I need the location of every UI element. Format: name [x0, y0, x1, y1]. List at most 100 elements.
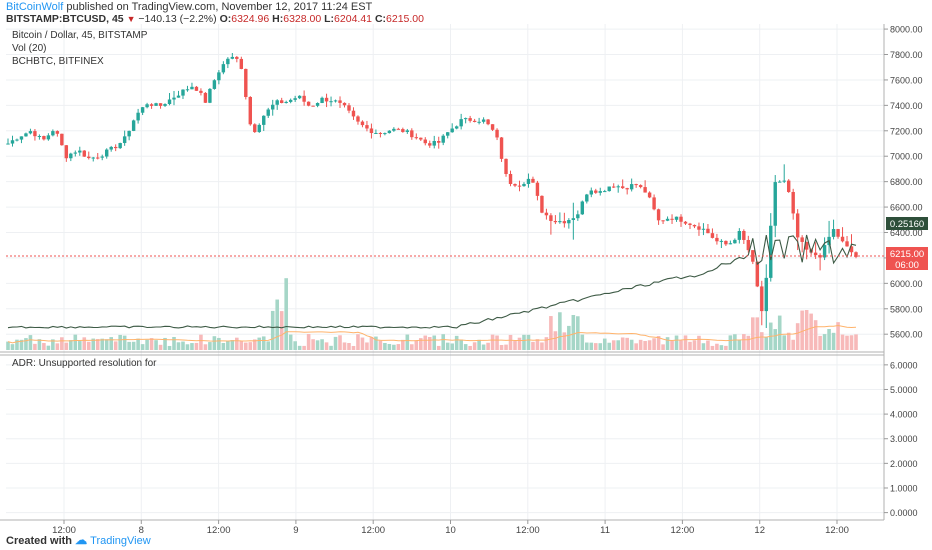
- candle-body: [342, 102, 347, 106]
- volume-bar: [266, 341, 271, 350]
- candle-body: [450, 128, 454, 133]
- candle-body: [786, 180, 791, 192]
- volume-bar: [764, 337, 769, 350]
- candle-body: [288, 99, 293, 102]
- volume-bar: [634, 343, 638, 350]
- volume-bar: [647, 340, 652, 350]
- candle-body: [302, 95, 306, 102]
- volume-bar: [481, 344, 486, 350]
- volume-bar: [122, 335, 127, 350]
- volume-bar: [513, 341, 517, 350]
- volume-bar: [441, 334, 446, 350]
- volume-bar: [51, 339, 55, 350]
- candle-body: [598, 191, 602, 193]
- candle-body: [235, 56, 239, 59]
- overlay-price-label: 0.25160: [890, 219, 924, 230]
- volume-bar: [432, 335, 437, 350]
- volume-bar: [6, 341, 10, 350]
- grid-lines: [6, 24, 884, 520]
- volume-bar: [100, 338, 105, 350]
- adr-tick-label: 0.0000: [890, 508, 918, 518]
- volume-bar: [405, 334, 410, 350]
- footer-brand[interactable]: TradingView: [90, 535, 151, 547]
- candle-body: [715, 237, 719, 242]
- candle-body: [652, 197, 656, 210]
- candle-body: [517, 185, 522, 187]
- volume-bar: [82, 337, 87, 350]
- candle-body: [324, 97, 329, 102]
- candle-body: [522, 183, 526, 187]
- price-tick-label: 5800.00: [890, 304, 923, 314]
- candle-body: [333, 100, 338, 102]
- price-tick-label: 6400.00: [890, 228, 923, 238]
- candle-body: [414, 137, 419, 139]
- overlay-legend: BCHBTC, BITFINEX: [12, 56, 104, 67]
- candle-body: [733, 239, 737, 244]
- volume-bar: [28, 335, 33, 350]
- author-link[interactable]: BitCoinWolf: [6, 1, 64, 13]
- candle-body: [329, 101, 333, 103]
- volume-bar: [410, 344, 414, 350]
- volume-bar: [167, 345, 172, 350]
- candle-body: [571, 218, 576, 221]
- time-tick-label: 12:00: [825, 525, 849, 536]
- volume-bar: [369, 337, 374, 350]
- main-legend-title: Bitcoin / Dollar, 45, BITSTAMP: [12, 30, 148, 41]
- volume-bar: [86, 341, 91, 350]
- volume-bar: [261, 336, 266, 350]
- candle-body: [773, 182, 777, 226]
- volume-bar: [836, 322, 840, 350]
- candle-body: [293, 98, 297, 100]
- candle-body: [755, 261, 759, 287]
- time-tick-label: 12:00: [207, 525, 231, 536]
- volume-bar: [226, 340, 230, 350]
- volume-bar: [742, 334, 746, 350]
- volume-bar: [616, 340, 620, 350]
- candle-body: [149, 104, 154, 106]
- candle-body: [405, 130, 410, 132]
- adr-tick-label: 6.0000: [890, 360, 918, 370]
- candle-body: [105, 149, 109, 157]
- volume-bar: [472, 342, 477, 350]
- volume-bar: [701, 343, 706, 350]
- candle-body: [585, 194, 589, 202]
- candle-body: [42, 136, 46, 140]
- candle-body: [679, 216, 683, 222]
- volume-bar: [818, 335, 822, 350]
- adr-legend: ADR: Unsupported resolution for: [12, 358, 157, 369]
- candle-body: [813, 252, 818, 256]
- volume-bar: [584, 342, 589, 350]
- volume-bar: [499, 345, 504, 350]
- candle-body: [490, 124, 495, 130]
- candle-body: [845, 241, 849, 247]
- volume-bar: [759, 332, 764, 350]
- volume-bar: [293, 341, 297, 350]
- candle-body: [459, 119, 463, 127]
- volume-bar: [710, 345, 715, 350]
- candle-body: [347, 105, 351, 111]
- last-price-tag: 6215.00 06:00: [886, 247, 928, 271]
- volume-bar: [172, 336, 176, 350]
- candle-body: [746, 239, 751, 251]
- volume-bar: [235, 337, 239, 350]
- volume-bar: [77, 341, 82, 350]
- volume-bar: [562, 332, 567, 350]
- price-tick-label: 6800.00: [890, 177, 923, 187]
- candle-body: [603, 191, 607, 193]
- candle-body: [486, 119, 490, 125]
- symbol-line: BITSTAMP:BTCUSD, 45 ▼ −140.13 (−2.2%) O:…: [6, 13, 424, 25]
- volume-bar: [656, 336, 661, 350]
- low-value: 6204.41: [334, 13, 373, 25]
- candle-body: [804, 241, 809, 250]
- candle-body: [91, 157, 95, 159]
- volume-bar: [809, 313, 813, 350]
- volume-bar: [786, 332, 791, 350]
- volume-bar: [450, 343, 454, 350]
- candle-body: [383, 133, 387, 135]
- candle-body: [10, 140, 15, 144]
- volume-bar: [351, 345, 356, 350]
- volume-bar: [719, 345, 724, 350]
- volume-bar: [822, 334, 827, 350]
- candle-body: [28, 131, 33, 134]
